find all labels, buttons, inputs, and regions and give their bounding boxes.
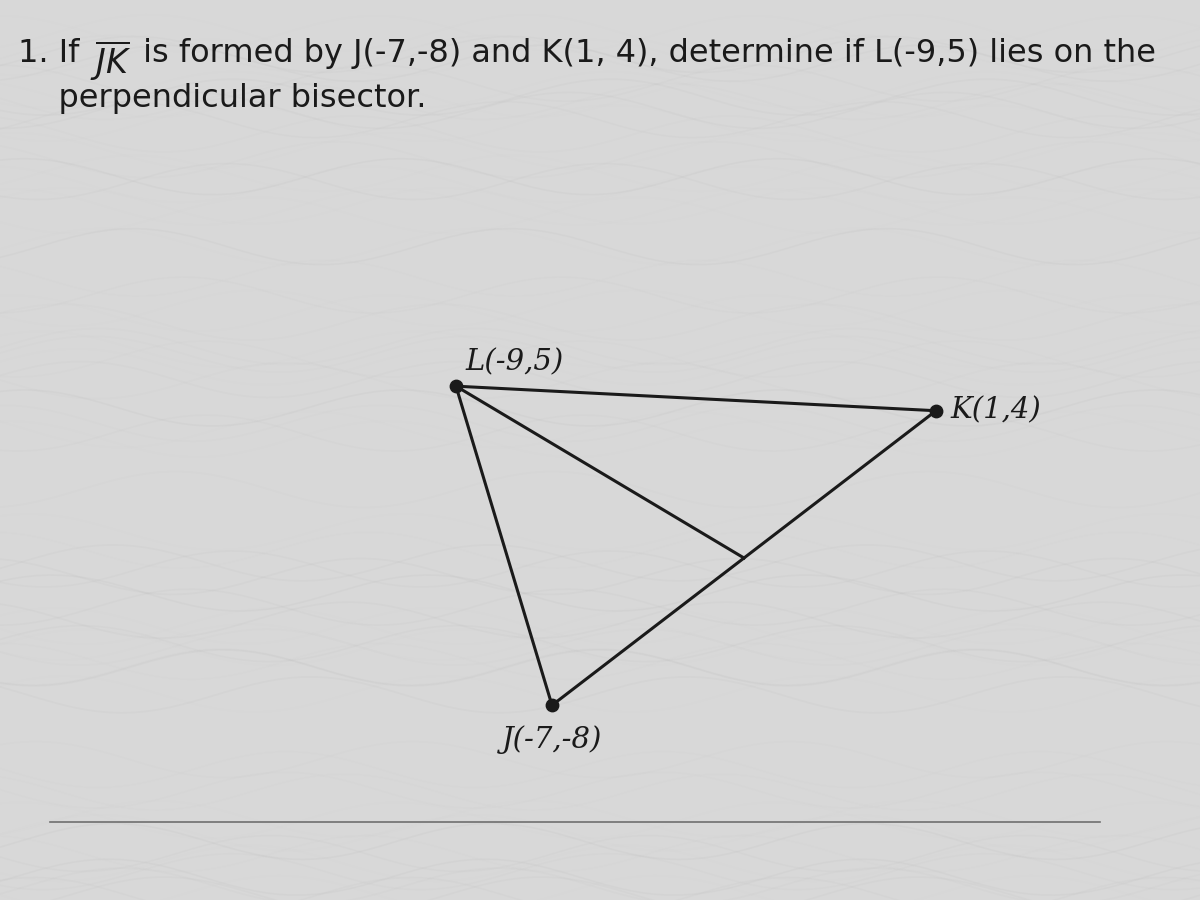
- Text: J(-7,-8): J(-7,-8): [502, 724, 602, 753]
- Text: K(1,4): K(1,4): [950, 397, 1042, 425]
- Text: is formed by J(-7,-8) and K(1, 4), determine if L(-9,5) lies on the: is formed by J(-7,-8) and K(1, 4), deter…: [133, 38, 1156, 69]
- Point: [542, 698, 562, 713]
- Text: $\overline{JK}$: $\overline{JK}$: [90, 38, 132, 82]
- Text: 1. If: 1. If: [18, 38, 90, 69]
- Point: [926, 403, 946, 418]
- Point: [446, 379, 466, 393]
- Text: perpendicular bisector.: perpendicular bisector.: [18, 83, 426, 114]
- Text: L(-9,5): L(-9,5): [466, 348, 564, 376]
